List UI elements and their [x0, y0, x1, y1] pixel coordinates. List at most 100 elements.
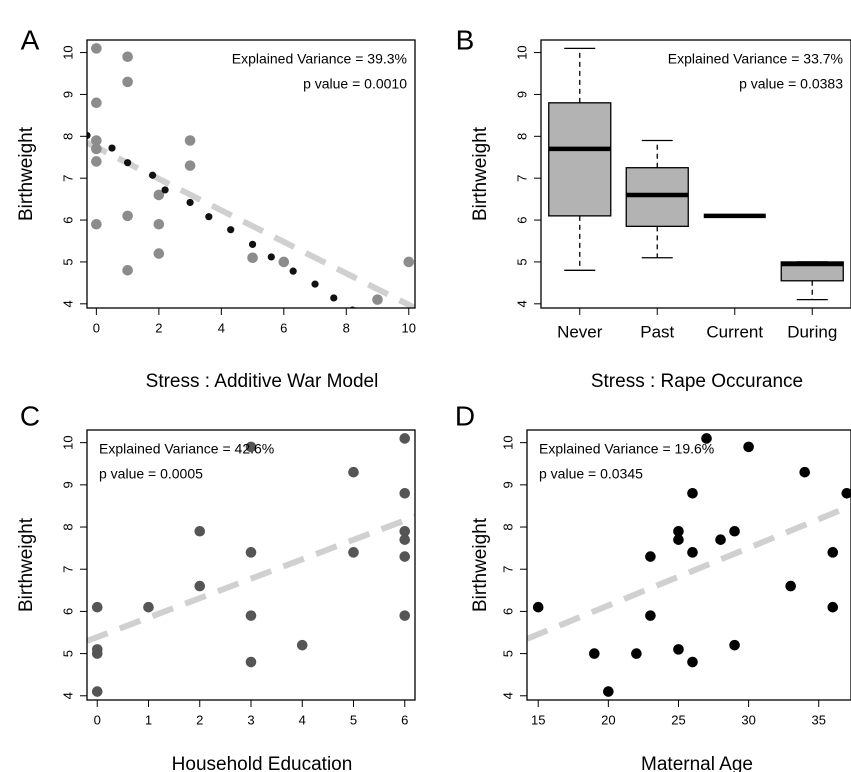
data-point [799, 466, 811, 478]
y-tick-label: 8 [60, 133, 75, 140]
x-tick-label: 20 [601, 712, 615, 727]
data-point [91, 686, 103, 697]
y-tick-label: 4 [60, 300, 75, 307]
y-tick-label: 10 [514, 45, 529, 59]
y-tick-label: 5 [60, 650, 75, 657]
x-tick-label: 6 [280, 320, 287, 335]
y-tick-label: 7 [60, 175, 75, 182]
x-tick-label: 0 [93, 320, 100, 335]
data-point [184, 135, 196, 146]
data-point [645, 551, 656, 562]
x-axis-label: Stress : Rape Occurance [591, 371, 803, 392]
fitted-point [108, 144, 116, 152]
p-value: p value = 0.0005 [99, 466, 203, 482]
x-tick-label: Never [557, 322, 603, 341]
data-point [91, 97, 102, 109]
plot-frame [526, 429, 851, 701]
y-tick-label: 7 [500, 566, 515, 573]
data-point [841, 487, 851, 499]
data-point [184, 160, 196, 171]
y-tick-label: 5 [514, 258, 529, 265]
p-value: p value = 0.0345 [539, 466, 643, 482]
x-tick-label: 10 [402, 320, 416, 335]
fitted-point [149, 171, 157, 179]
data-point [532, 601, 544, 613]
y-axis-label: Birthweight [470, 126, 491, 221]
data-point [372, 294, 383, 305]
data-point [153, 189, 165, 201]
data-point [247, 252, 258, 264]
explained-variance: Explained Variance = 33.7% [668, 51, 843, 67]
x-tick-label: 8 [343, 320, 350, 335]
x-tick-label: 15 [531, 712, 545, 727]
data-point [348, 466, 359, 478]
data-point [399, 551, 411, 562]
fitted-point [227, 226, 235, 234]
y-tick-label: 5 [500, 650, 515, 657]
box-never [548, 47, 612, 271]
x-axis-label: Stress : Additive War Model [146, 371, 379, 392]
y-axis-label: Birthweight [16, 126, 37, 221]
data-point [687, 656, 698, 668]
y-tick-label: 10 [60, 45, 75, 59]
data-point [827, 601, 839, 613]
x-tick-label: 6 [401, 712, 408, 727]
x-axis-label: Maternal Age [641, 754, 753, 772]
data-point [631, 648, 642, 659]
data-point [403, 256, 415, 268]
panel-b: B Birthweight Stress : Rape Occurance 4 5 6 7 8… [456, 24, 851, 392]
panel-letter: C [20, 400, 40, 431]
y-tick-label: 6 [60, 608, 75, 615]
y-tick-label: 10 [60, 435, 75, 449]
data-point [645, 610, 656, 621]
trend-line [527, 503, 851, 642]
y-tick-label: 5 [60, 258, 75, 265]
x-tick-label: 5 [350, 712, 357, 727]
plot-area [87, 43, 415, 308]
y-axis-label: Birthweight [16, 517, 37, 612]
panel-d: D Birthweight Maternal Age 4 5 6 7 8 9 10 15 20 25 30… [455, 400, 851, 772]
x-axis-label: Household Education [172, 754, 353, 772]
x-tick-label: During [787, 322, 837, 341]
y-tick-label: 6 [500, 608, 515, 615]
y-tick-label: 4 [514, 300, 529, 307]
x-axis: 0 2 4 6 8 10 [93, 308, 416, 335]
x-tick-label: 2 [155, 320, 162, 335]
x-axis: 15 20 25 30 35 [531, 700, 826, 727]
plot-frame [86, 429, 416, 701]
y-tick-label: 9 [514, 91, 529, 98]
annotation: Explained Variance = 42.6% p value = 0.00… [99, 441, 274, 482]
data-point [399, 525, 411, 537]
fitted-point [205, 213, 213, 221]
x-tick-label: 0 [94, 712, 101, 727]
plot-frame [86, 39, 416, 309]
fitted-point [289, 267, 297, 275]
y-tick-label: 7 [60, 566, 75, 573]
data-point [589, 648, 600, 659]
data-point [296, 639, 308, 651]
box-body [548, 102, 612, 217]
fitted-point [248, 240, 257, 248]
data-point [91, 648, 103, 659]
data-point [715, 534, 726, 545]
data-point [91, 135, 102, 146]
box-past [625, 139, 689, 259]
panel-letter: B [456, 24, 475, 55]
fitted-point [267, 253, 275, 261]
x-tick-label: 4 [299, 712, 306, 727]
data-point [122, 76, 133, 88]
annotation: Explained Variance = 33.7% p value = 0.03… [668, 51, 843, 92]
y-axis: 4 5 6 7 8 9 10 [514, 45, 541, 307]
panel-a: A Birthweight Stress : Additive War Model 4… [16, 24, 416, 392]
data-point [399, 534, 411, 545]
data-point [785, 580, 796, 592]
data-point [743, 441, 754, 453]
data-point [399, 487, 411, 499]
data-point [245, 441, 257, 453]
data-point [673, 644, 684, 655]
data-point [245, 656, 257, 668]
fitted-point [330, 294, 338, 302]
y-tick-label: 8 [60, 523, 75, 530]
